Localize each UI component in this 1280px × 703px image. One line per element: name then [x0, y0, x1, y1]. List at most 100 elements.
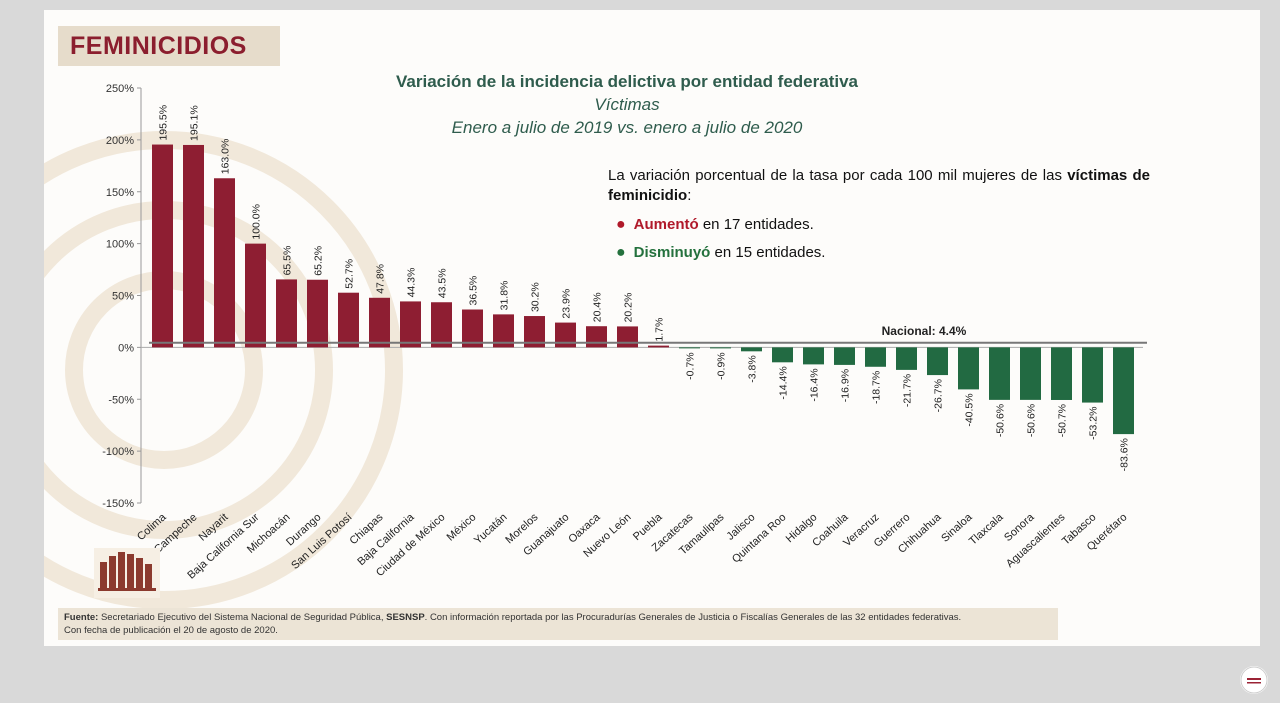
data-label: 195.5% — [158, 105, 170, 141]
data-label: -16.4% — [809, 368, 821, 401]
data-label: 47.8% — [375, 264, 387, 294]
bar — [431, 302, 452, 348]
bar — [648, 345, 669, 348]
slide: FEMINICIDIOS Variación de la incidencia … — [44, 10, 1260, 646]
data-label: 195.1% — [189, 105, 201, 141]
chart-heading: Variación de la incidencia delictiva por… — [282, 72, 972, 138]
bar — [710, 347, 731, 349]
bar — [1051, 347, 1072, 400]
data-label: 36.5% — [468, 276, 480, 306]
y-tick-label: -100% — [102, 446, 134, 458]
bar — [400, 301, 421, 348]
data-label: 30.2% — [530, 282, 542, 312]
data-label: 65.2% — [313, 246, 325, 276]
category-label: Tlaxcala — [967, 511, 1006, 548]
bullet-red-icon: ● — [616, 216, 626, 233]
info-decrease: ● Disminuyó en 15 entidades. — [608, 244, 1150, 262]
category-label: Quintana Roo — [730, 511, 788, 565]
page-title: FEMINICIDIOS — [58, 26, 280, 66]
y-tick-label: 100% — [106, 239, 134, 251]
bar — [927, 347, 948, 376]
bar — [617, 326, 638, 348]
chart-subtitle: Víctimas — [594, 95, 660, 114]
source-footnote: Fuente: Secretariado Ejecutivo del Siste… — [58, 608, 1058, 640]
corner-logo-icon — [1240, 666, 1268, 694]
data-label: 31.8% — [499, 281, 511, 311]
data-label: -83.6% — [1119, 438, 1131, 471]
increase-label: Aumentó — [633, 216, 699, 233]
bar — [493, 314, 514, 348]
info-box: La variación porcentual de la tasa por c… — [608, 166, 1150, 262]
y-tick-label: -50% — [108, 394, 134, 406]
bar — [1113, 347, 1134, 435]
source-bold: SESNSP — [386, 612, 425, 623]
data-label: -14.4% — [778, 366, 790, 399]
info-text-normal: La variación porcentual de la tasa por c… — [608, 167, 1062, 184]
data-label: 20.4% — [592, 292, 604, 322]
bar — [183, 144, 204, 348]
source-text2: . Con información reportada por las Proc… — [424, 612, 962, 623]
data-label: 163.0% — [220, 139, 232, 175]
bar — [245, 243, 266, 348]
data-label: -26.7% — [933, 379, 945, 412]
y-tick-label: 150% — [106, 187, 134, 199]
bar — [586, 326, 607, 348]
bar — [865, 347, 886, 367]
bar — [989, 347, 1010, 400]
bar — [896, 347, 917, 370]
bar — [555, 322, 576, 348]
data-label: -50.7% — [1057, 404, 1069, 437]
data-label: 20.2% — [623, 293, 635, 323]
data-label: 23.9% — [561, 289, 573, 319]
data-label: -0.9% — [716, 352, 728, 379]
y-tick-label: 250% — [106, 83, 134, 95]
bar — [741, 347, 762, 352]
data-label: -16.9% — [840, 369, 852, 402]
y-tick-label: 200% — [106, 135, 134, 147]
data-label: 1.7% — [654, 318, 666, 342]
y-tick-label: 50% — [112, 291, 134, 303]
data-label: -3.8% — [747, 355, 759, 382]
y-tick-label: 0% — [118, 342, 134, 354]
government-logo — [94, 548, 160, 598]
publication-date: Con fecha de publicación el 20 de agosto… — [64, 625, 278, 636]
bar — [276, 279, 297, 348]
bar — [307, 279, 328, 348]
bar — [524, 316, 545, 348]
bar — [772, 347, 793, 363]
data-label: -40.5% — [964, 393, 976, 426]
data-label: -53.2% — [1088, 407, 1100, 440]
bar — [338, 292, 359, 348]
data-label: 44.3% — [406, 268, 418, 298]
bar-chart: 250% 200% 150% 100% 50% 0% -50% -100% -150% 195.5… — [102, 83, 1147, 582]
bar — [369, 297, 390, 348]
data-label: 52.7% — [344, 259, 356, 289]
increase-text: en 17 entidades. — [698, 216, 814, 233]
data-label: 100.0% — [251, 204, 263, 240]
decrease-label: Disminuyó — [633, 244, 711, 261]
bar — [1082, 347, 1103, 403]
info-text-bold: víctimas de feminicidio — [608, 167, 1151, 204]
bar — [462, 309, 483, 348]
chart-period: Enero a julio de 2019 vs. enero a julio … — [451, 118, 803, 137]
chart-title: Variación de la incidencia delictiva por… — [396, 72, 858, 91]
bar — [1020, 347, 1041, 400]
decrease-text: en 15 entidades. — [710, 244, 826, 261]
data-label: -50.6% — [995, 404, 1007, 437]
source-text1: Secretariado Ejecutivo del Sistema Nacio… — [98, 612, 387, 623]
bar — [803, 347, 824, 365]
category-label: Yucatán — [472, 511, 510, 547]
info-text-end: : — [687, 187, 692, 204]
data-label: -0.7% — [685, 352, 697, 379]
source-label: Fuente: — [64, 612, 99, 623]
data-label: -18.7% — [871, 371, 883, 404]
info-text: La variación porcentual de la tasa por c… — [608, 166, 1150, 206]
bar — [834, 347, 855, 365]
data-label: -21.7% — [902, 374, 914, 407]
y-tick-label: -150% — [102, 498, 134, 510]
bullet-green-icon: ● — [616, 244, 626, 261]
data-label: 65.5% — [282, 246, 294, 276]
data-label: 43.5% — [437, 268, 449, 298]
bar — [958, 347, 979, 390]
data-label: -50.6% — [1026, 404, 1038, 437]
